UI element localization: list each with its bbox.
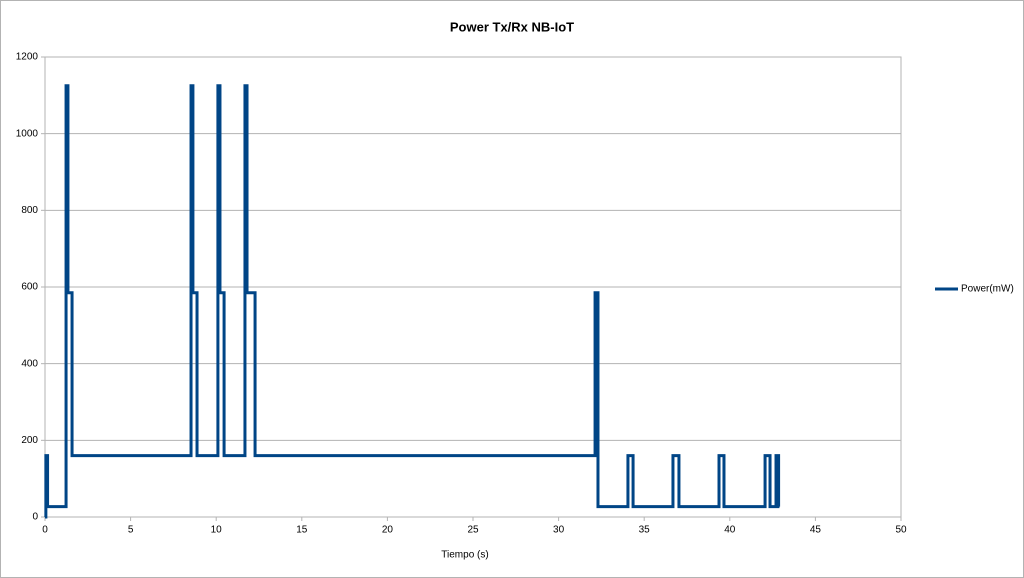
x-axis-label: Tiempo (s) xyxy=(441,550,488,561)
y-tick-label: 800 xyxy=(21,205,38,216)
x-tick-label: 10 xyxy=(211,525,223,536)
x-tick-label: 25 xyxy=(467,525,479,536)
x-tick-label: 15 xyxy=(296,525,308,536)
data-line xyxy=(44,84,781,519)
x-tick-label: 30 xyxy=(553,525,565,536)
legend-label: Power(mW) xyxy=(961,284,1014,295)
y-tick-label: 400 xyxy=(21,358,38,369)
chart-title: Power Tx/Rx NB-IoT xyxy=(450,19,574,34)
x-tick-label: 20 xyxy=(382,525,394,536)
x-tick-label: 5 xyxy=(128,525,134,536)
y-tick-label: 1000 xyxy=(16,128,39,139)
y-tick-label: 200 xyxy=(21,435,38,446)
x-tick-label: 45 xyxy=(810,525,822,536)
y-tick-label: 0 xyxy=(32,512,38,523)
x-tick-label: 40 xyxy=(724,525,736,536)
y-tick-label: 600 xyxy=(21,282,38,293)
x-tick-label: 0 xyxy=(42,525,48,536)
y-tick-label: 1200 xyxy=(16,52,39,63)
x-tick-label: 35 xyxy=(639,525,651,536)
x-tick-label: 50 xyxy=(895,525,907,536)
